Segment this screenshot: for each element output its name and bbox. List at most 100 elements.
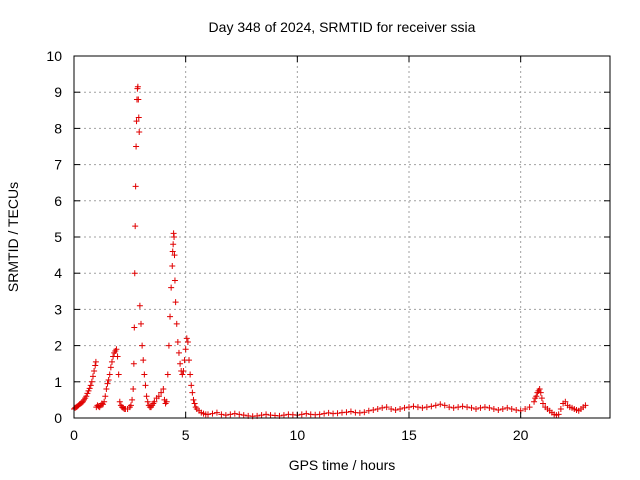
data-point	[240, 412, 247, 419]
data-point	[104, 380, 111, 387]
data-point	[91, 367, 98, 374]
data-point	[115, 371, 122, 378]
data-point	[365, 407, 372, 414]
data-points	[71, 83, 589, 420]
data-point	[187, 371, 194, 378]
data-point	[136, 302, 143, 309]
data-point	[459, 403, 466, 410]
data-point	[383, 404, 390, 411]
chart-title: Day 348 of 2024, SRMTID for receiver ssi…	[209, 19, 476, 35]
data-point	[180, 367, 187, 374]
data-point	[231, 410, 238, 417]
data-point	[334, 410, 341, 417]
data-point	[508, 405, 515, 412]
data-point	[133, 118, 140, 125]
data-point	[441, 402, 448, 409]
y-axis-label: SRMTID / TECUs	[5, 182, 21, 292]
x-tick-label: 10	[290, 427, 306, 443]
data-point	[164, 371, 171, 378]
data-point	[258, 412, 265, 419]
data-point	[113, 346, 120, 353]
data-point	[182, 346, 189, 353]
data-point	[106, 371, 113, 378]
data-point	[103, 386, 110, 393]
data-point	[169, 248, 176, 255]
data-point	[167, 313, 174, 320]
data-point	[131, 270, 138, 277]
data-point	[171, 234, 178, 240]
plot-frame	[73, 55, 611, 419]
grid-lines	[74, 56, 610, 418]
data-point	[135, 114, 142, 121]
data-point	[450, 404, 457, 411]
data-point	[169, 262, 176, 269]
data-point	[142, 382, 149, 389]
data-point	[131, 324, 138, 331]
x-tick-label: 20	[513, 427, 529, 443]
data-point	[130, 386, 137, 393]
data-point	[190, 396, 197, 403]
data-point	[83, 393, 90, 400]
data-point	[86, 385, 93, 392]
y-tick-label: 7	[54, 157, 62, 173]
data-point	[205, 411, 211, 418]
data-point	[582, 402, 589, 409]
data-point	[316, 411, 323, 418]
data-point	[423, 404, 430, 411]
data-point	[401, 404, 408, 411]
data-point	[135, 96, 142, 103]
data-point	[186, 357, 193, 364]
data-point	[132, 223, 139, 230]
data-point	[100, 401, 107, 408]
data-point	[557, 405, 564, 412]
data-point	[84, 390, 91, 397]
data-point	[165, 342, 172, 349]
data-point	[388, 405, 395, 412]
data-point	[464, 404, 471, 411]
data-point	[437, 401, 444, 408]
data-point	[191, 400, 198, 407]
data-point	[92, 362, 99, 369]
y-tick-label: 5	[54, 229, 62, 245]
data-point	[171, 277, 178, 284]
x-tick-label: 5	[182, 427, 190, 443]
data-point	[171, 252, 178, 259]
data-point	[88, 378, 95, 385]
y-tick-label: 8	[54, 120, 62, 136]
data-point	[213, 409, 220, 416]
data-point	[397, 405, 404, 412]
data-point	[136, 129, 143, 136]
y-tick-label: 6	[54, 193, 62, 209]
data-point	[486, 404, 493, 411]
data-point	[173, 320, 180, 327]
data-point	[127, 402, 134, 409]
data-point	[163, 398, 170, 405]
data-point	[129, 396, 136, 403]
data-point	[87, 382, 94, 389]
data-point	[263, 411, 270, 418]
data-point	[280, 412, 287, 419]
data-point	[374, 405, 381, 412]
data-point	[481, 404, 488, 411]
data-point	[347, 408, 354, 415]
data-point	[188, 382, 195, 389]
data-point	[158, 389, 165, 396]
data-point	[170, 241, 177, 248]
data-point	[174, 338, 181, 345]
data-point	[236, 411, 243, 418]
data-point	[298, 411, 305, 418]
y-tick-label: 3	[54, 301, 62, 317]
data-point	[114, 353, 121, 360]
data-point	[139, 342, 146, 349]
data-point	[499, 405, 506, 412]
data-point	[526, 404, 533, 411]
data-point	[361, 409, 368, 416]
data-point	[141, 371, 148, 378]
data-point	[428, 403, 435, 410]
data-point	[143, 393, 150, 400]
data-point	[531, 398, 538, 405]
data-point	[218, 411, 225, 418]
data-point	[540, 400, 546, 407]
axes: 0 1 2 3 4 5 6 7 8 9 10 0 5 10 15 20	[46, 48, 611, 443]
